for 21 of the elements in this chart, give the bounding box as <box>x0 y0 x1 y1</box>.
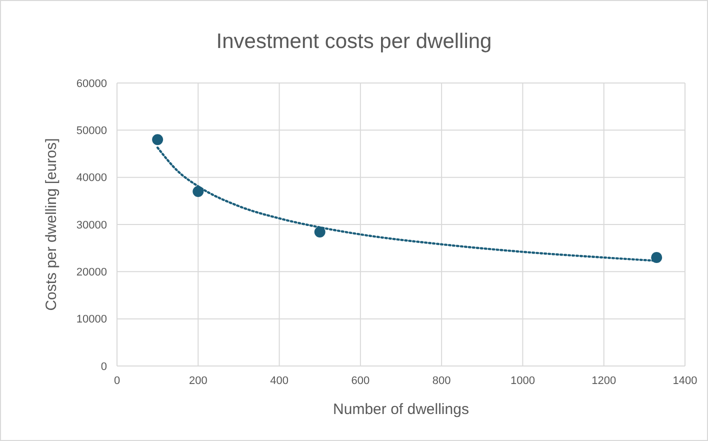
x-tick-label: 600 <box>351 375 370 387</box>
y-axis-title: Costs per dwelling [euros] <box>43 138 60 311</box>
y-tick-label: 40000 <box>76 172 107 184</box>
y-tick-label: 20000 <box>76 266 107 279</box>
y-tick-label: 10000 <box>76 314 107 326</box>
y-tick-label: 50000 <box>76 125 107 138</box>
x-tick-label: 1000 <box>510 375 535 387</box>
point <box>314 226 326 238</box>
x-tick-label: 0 <box>114 375 120 387</box>
point <box>152 134 164 146</box>
point <box>651 252 662 264</box>
x-axis-title: Number of dwellings <box>333 401 469 418</box>
y-tick-label: 0 <box>100 360 107 373</box>
chart-title: Investment costs per dwelling <box>216 30 492 53</box>
y-tick-label: 60000 <box>76 78 107 90</box>
x-tick-label: 800 <box>432 375 451 387</box>
x-tick-label: 400 <box>270 375 288 387</box>
x-tick-label: 1200 <box>592 375 616 387</box>
x-tick-label: 200 <box>188 375 208 387</box>
x-tick-label: 1400 <box>672 375 698 387</box>
y-tick-label: 30000 <box>76 219 107 232</box>
